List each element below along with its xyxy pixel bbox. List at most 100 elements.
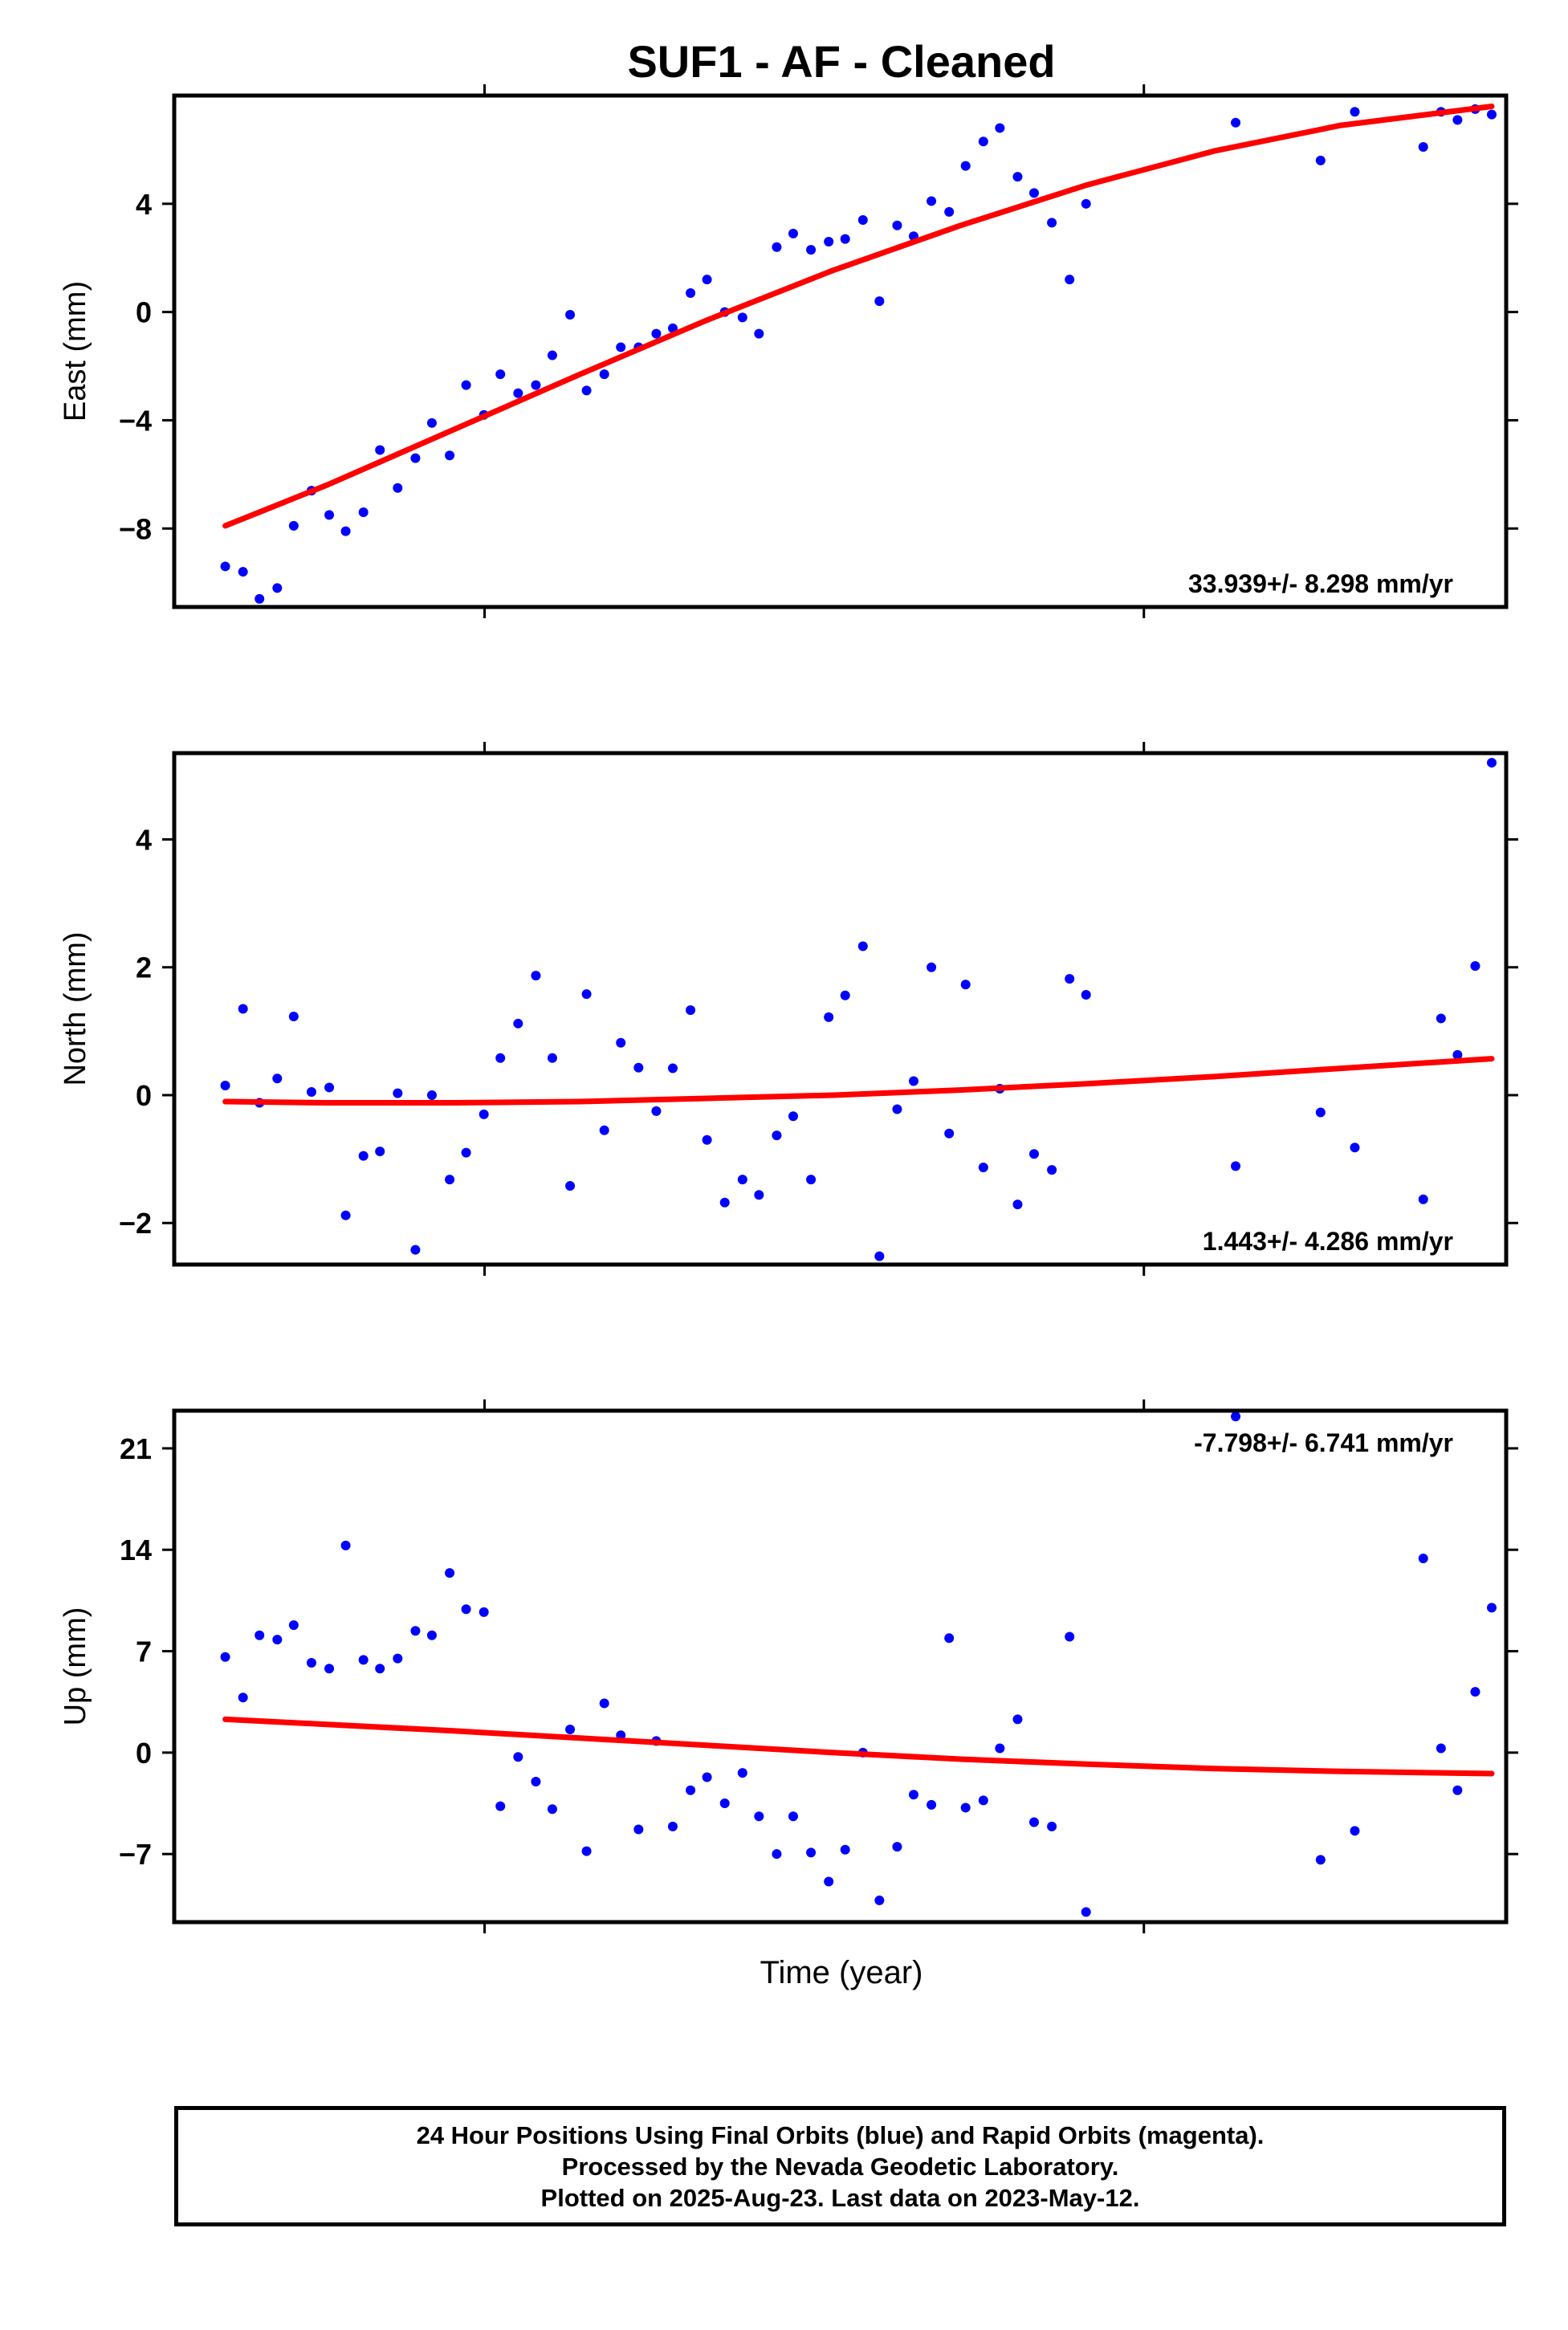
data-point: [1081, 198, 1091, 209]
data-point: [426, 1090, 437, 1100]
data-point: [340, 1210, 351, 1220]
data-point: [1047, 1821, 1057, 1831]
panel-east: −8 −4 0 4 33.939+/- 8.298 mm/yr East (mm): [59, 84, 1518, 618]
data-point: [1065, 275, 1075, 285]
data-point: [1231, 1411, 1241, 1422]
data-point: [1012, 1200, 1023, 1210]
data-point: [565, 1724, 576, 1734]
y-tick-label: −7: [119, 1838, 152, 1871]
caption-line-1: 24 Hour Positions Using Final Orbits (bl…: [416, 2120, 1265, 2149]
data-point: [960, 1802, 971, 1813]
data-point: [1047, 218, 1057, 228]
data-point: [908, 1076, 918, 1086]
data-point: [531, 971, 541, 981]
data-point: [1452, 1049, 1463, 1060]
data-point: [857, 941, 868, 951]
data-point: [531, 380, 541, 390]
data-point: [288, 520, 299, 531]
data-point: [1065, 974, 1075, 984]
data-point: [495, 1053, 506, 1063]
data-point: [238, 1693, 248, 1703]
data-point: [581, 989, 592, 1000]
data-point: [1436, 1743, 1446, 1754]
data-point: [324, 1082, 335, 1093]
panel-up: −7 0 7 14 21 -7.798+/- 6.741 mm/yr Up (mm): [59, 1399, 1518, 1933]
data-point: [840, 1844, 850, 1855]
data-point: [686, 1785, 696, 1795]
data-point: [892, 220, 902, 230]
data-point: [220, 1081, 230, 1091]
panel-frame: [172, 1408, 1509, 1925]
data-point: [220, 1652, 230, 1662]
data-point: [513, 1752, 523, 1762]
data-point: [531, 1776, 541, 1786]
y-tick-label: −2: [119, 1207, 152, 1240]
y-tick-label: −8: [119, 512, 152, 545]
data-point: [393, 1088, 403, 1098]
caption-box: 24 Hour Positions Using Final Orbits (bl…: [174, 2106, 1506, 2226]
data-point: [927, 962, 937, 972]
fit-line: [222, 1056, 1495, 1106]
data-point: [479, 1607, 489, 1617]
data-point: [324, 1664, 335, 1674]
data-point: [461, 1604, 471, 1615]
data-point: [978, 1795, 988, 1806]
data-point: [908, 1790, 918, 1800]
data-point: [410, 453, 421, 463]
data-point: [874, 1895, 885, 1905]
data-point: [565, 310, 576, 320]
data-point: [375, 1664, 385, 1674]
data-point: [1028, 1149, 1039, 1159]
data-point: [824, 237, 834, 246]
data-point: [1487, 757, 1497, 768]
data-point: [944, 1633, 955, 1644]
data-point: [874, 296, 885, 307]
data-point: [944, 1128, 955, 1139]
data-point: [772, 1849, 782, 1860]
data-point: [737, 1768, 747, 1778]
data-point: [581, 1846, 592, 1856]
data-point: [1315, 1855, 1326, 1865]
data-point: [375, 1147, 385, 1157]
data-point: [238, 1004, 248, 1014]
data-point: [1452, 115, 1463, 125]
data-point: [806, 1175, 817, 1185]
data-point: [633, 1824, 644, 1835]
data-point: [599, 1125, 609, 1135]
data-point: [547, 350, 557, 360]
data-point: [410, 1244, 421, 1255]
data-point: [1028, 188, 1039, 198]
data-point: [772, 1130, 782, 1141]
data-point: [806, 245, 817, 255]
data-point: [599, 369, 609, 380]
data-point: [616, 1037, 626, 1048]
data-point: [824, 1876, 834, 1887]
y-tick-label: 4: [136, 823, 152, 856]
data-point: [581, 385, 592, 396]
data-point: [255, 593, 265, 604]
data-point: [358, 507, 369, 518]
fit-line: [222, 1716, 1495, 1777]
y-axis-label: Up (mm): [59, 1607, 92, 1726]
data-point: [754, 328, 764, 339]
caption-line-3: Plotted on 2025-Aug-23. Last data on 202…: [540, 2183, 1140, 2212]
data-point: [1028, 1817, 1039, 1827]
data-point: [737, 1175, 747, 1185]
y-tick-label: −4: [119, 404, 152, 437]
data-point: [306, 1657, 316, 1668]
data-point: [719, 1798, 730, 1809]
data-point: [461, 1147, 471, 1158]
data-point: [358, 1655, 369, 1665]
data-point: [960, 980, 971, 990]
data-point: [772, 242, 782, 252]
data-point: [857, 215, 868, 226]
data-point: [495, 1801, 506, 1811]
data-point: [1418, 142, 1428, 153]
data-point: [272, 583, 283, 593]
y-tick-label: 2: [136, 951, 152, 984]
data-point: [874, 1251, 885, 1261]
data-point: [340, 1540, 351, 1550]
data-point: [1081, 1907, 1091, 1917]
data-point: [788, 228, 798, 238]
